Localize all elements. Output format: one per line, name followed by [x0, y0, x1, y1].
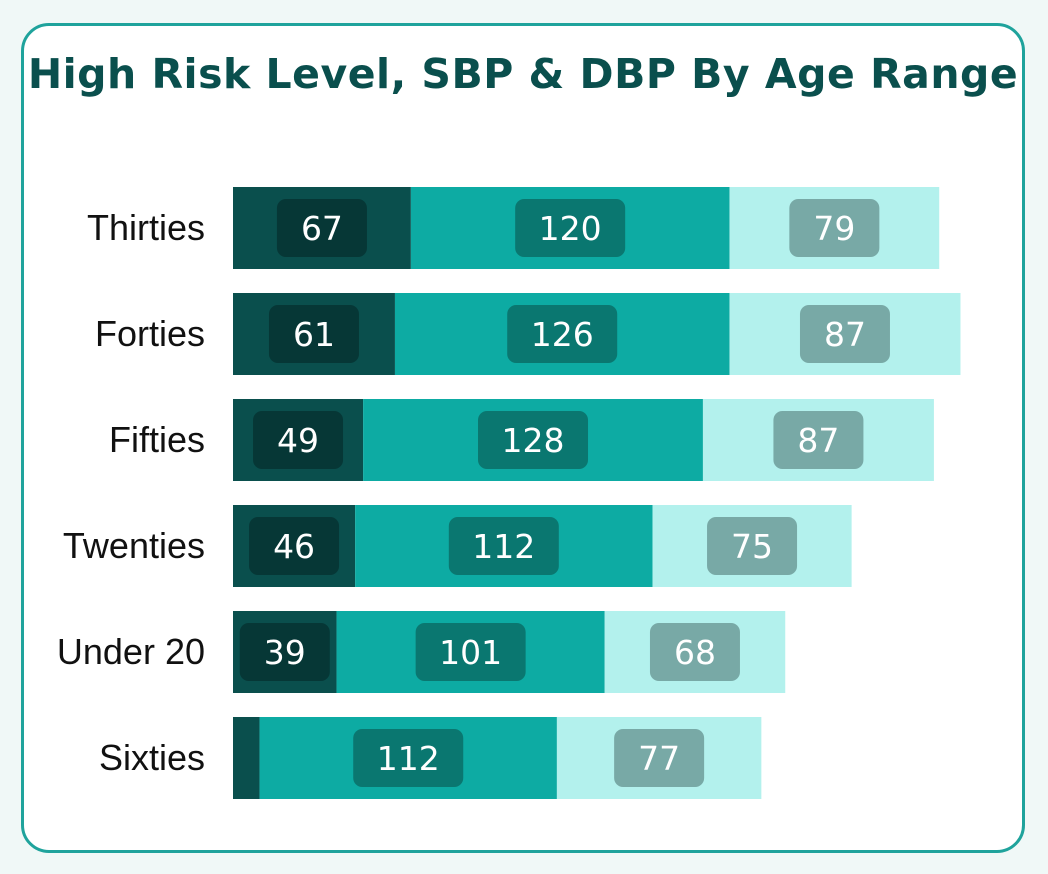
data-label: 120 — [539, 209, 602, 248]
data-label-badge — [415, 623, 526, 681]
category-label: Forties — [95, 313, 205, 354]
data-label: 49 — [277, 421, 319, 460]
data-label: 79 — [813, 209, 855, 248]
data-label: 77 — [638, 739, 680, 778]
category-label: Sixties — [99, 737, 205, 778]
data-label-badge — [268, 305, 359, 363]
category-label: Thirties — [87, 207, 205, 248]
data-label-badge — [276, 199, 367, 257]
data-label: 112 — [377, 739, 440, 778]
data-label: 126 — [531, 315, 594, 354]
data-label: 101 — [439, 633, 502, 672]
data-label-badge — [253, 411, 344, 469]
data-label: 67 — [301, 209, 343, 248]
data-label: 75 — [731, 527, 773, 566]
data-label: 112 — [472, 527, 535, 566]
data-label: 87 — [797, 421, 839, 460]
data-label: 46 — [273, 527, 315, 566]
data-label: 39 — [264, 633, 306, 672]
data-label-badge — [649, 623, 740, 681]
data-label-badge — [614, 729, 705, 787]
data-label-badge — [789, 199, 880, 257]
data-label-badge — [707, 517, 798, 575]
data-label: 61 — [293, 315, 335, 354]
data-label-badge — [515, 199, 626, 257]
data-label-badge — [478, 411, 589, 469]
data-label-badge — [773, 411, 864, 469]
data-label-badge — [448, 517, 559, 575]
data-label-badge — [799, 305, 890, 363]
data-label: 87 — [824, 315, 866, 354]
data-label-badge — [353, 729, 464, 787]
chart-title: High Risk Level, SBP & DBP By Age Range — [27, 50, 1019, 98]
category-label: Twenties — [63, 525, 205, 566]
bar-segment-1 — [233, 717, 260, 799]
data-label-badge — [249, 517, 340, 575]
data-label: 68 — [674, 633, 716, 672]
data-label-badge — [239, 623, 330, 681]
data-label-badge — [507, 305, 618, 363]
category-label: Under 20 — [57, 631, 205, 672]
category-label: Fifties — [109, 419, 205, 460]
data-label: 128 — [502, 421, 565, 460]
